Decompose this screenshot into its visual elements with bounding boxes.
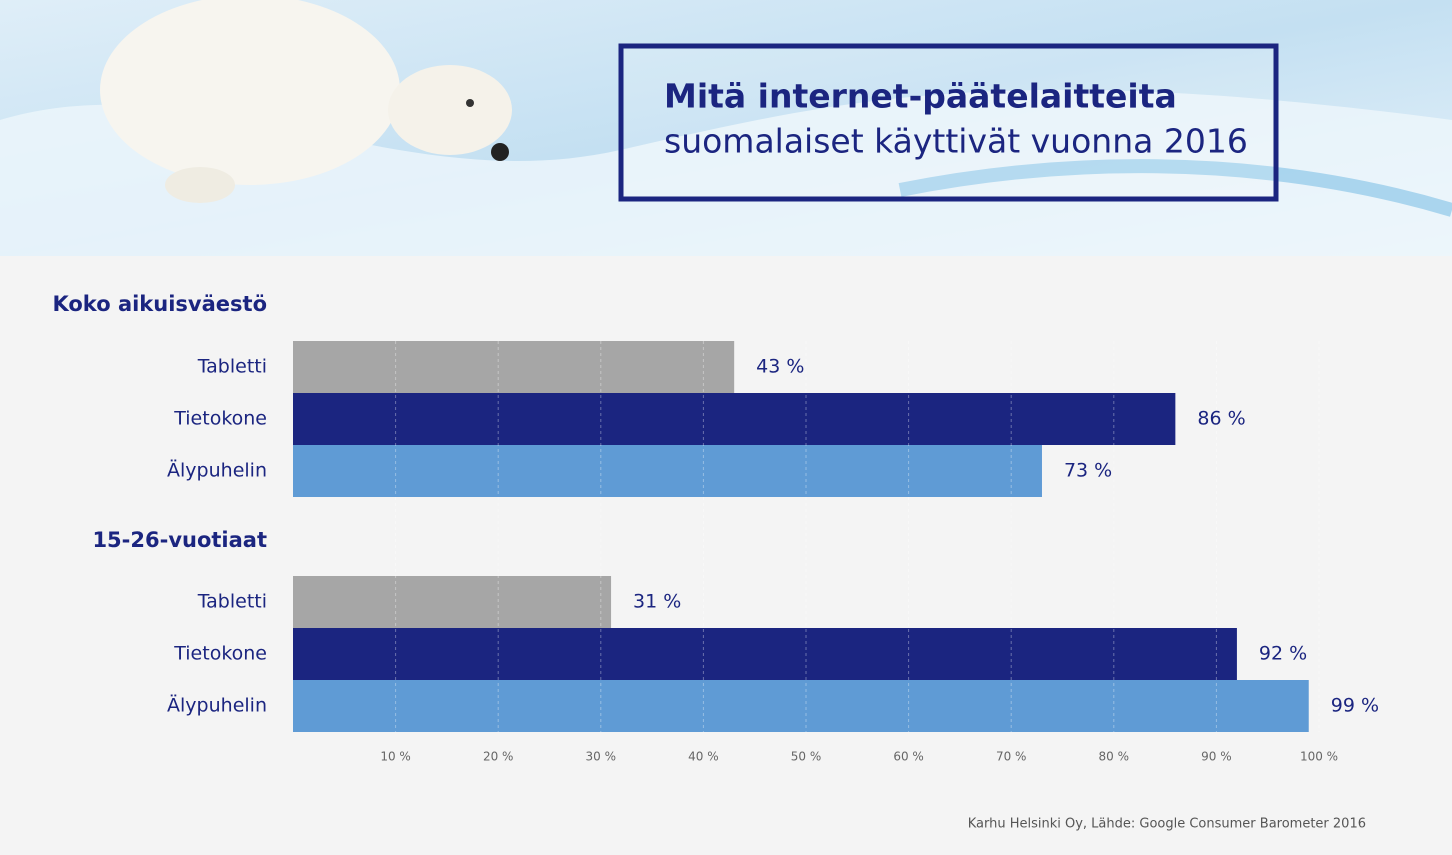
value-label: 73 %	[1064, 460, 1112, 482]
chart-subtitle: suomalaiset käyttivät vuonna 2016	[664, 122, 1248, 161]
value-label: 99 %	[1331, 695, 1379, 717]
category-label: Tietokone	[173, 408, 267, 430]
value-label: 31 %	[633, 591, 681, 613]
x-tick-label: 50 %	[791, 750, 822, 764]
source: Karhu Helsinki Oy, Lähde: Google Consume…	[968, 817, 1366, 832]
chart-title: Mitä internet-päätelaitteita	[664, 77, 1177, 116]
value-label: 92 %	[1259, 643, 1307, 665]
group-title: 15-26-vuotiaat	[92, 528, 267, 552]
bar	[293, 680, 1309, 732]
x-tick-label: 10 %	[380, 750, 411, 764]
category-label: Älypuhelin	[167, 694, 267, 717]
category-label: Tabletti	[197, 356, 267, 378]
x-tick-label: 60 %	[893, 750, 924, 764]
ice-shape	[0, 89, 1452, 256]
category-label: Tietokone	[173, 643, 267, 665]
bar	[293, 341, 735, 393]
group-title: Koko aikuisväestö	[52, 292, 267, 316]
bar	[293, 393, 1176, 445]
x-tick-label: 100 %	[1300, 750, 1338, 764]
x-tick-label: 30 %	[586, 750, 617, 764]
value-label: 43 %	[756, 356, 804, 378]
category-label: Älypuhelin	[167, 459, 267, 482]
bar	[293, 576, 612, 628]
bar	[293, 628, 1237, 680]
bar	[293, 445, 1042, 497]
value-label: 86 %	[1197, 408, 1245, 430]
x-tick-label: 20 %	[483, 750, 514, 764]
title-box	[618, 43, 1279, 202]
ice-crack	[898, 159, 1452, 217]
x-tick-label: 80 %	[1099, 750, 1130, 764]
polar-bear	[100, 0, 512, 203]
x-tick-label: 90 %	[1201, 750, 1232, 764]
x-tick-label: 70 %	[996, 750, 1027, 764]
category-label: Tabletti	[197, 591, 267, 613]
x-tick-label: 40 %	[688, 750, 719, 764]
